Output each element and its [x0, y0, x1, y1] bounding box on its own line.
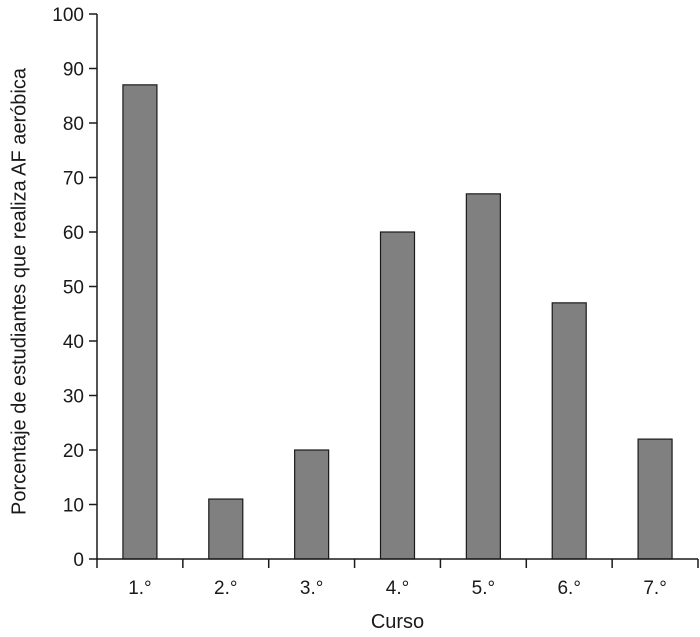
y-tick-label: 10 — [63, 496, 84, 517]
bar — [379, 231, 416, 560]
bar — [465, 193, 501, 560]
y-axis-ticks: 0 10 20 30 40 50 60 70 80 90 100 — [52, 5, 97, 571]
x-tick-label: 7.° — [643, 578, 666, 599]
y-tick-label: 20 — [63, 441, 84, 462]
bars — [122, 84, 673, 560]
y-tick-label: 90 — [63, 60, 84, 81]
y-axis-title: Porcentaje de estudiantes que realiza AF… — [8, 67, 30, 515]
y-tick-label: 70 — [63, 169, 84, 190]
y-tick-label: 60 — [63, 223, 84, 244]
bar — [637, 438, 673, 560]
y-tick-label: 0 — [73, 550, 84, 571]
x-tick-label: 6.° — [557, 578, 580, 599]
x-tick-label: 2.° — [214, 578, 237, 599]
bar — [208, 498, 244, 560]
bar — [551, 302, 587, 560]
y-tick-label: 40 — [63, 332, 84, 353]
x-tick-label: 5.° — [472, 578, 495, 599]
y-tick-label: 80 — [63, 114, 84, 135]
y-tick-label: 100 — [52, 5, 84, 26]
bar — [294, 449, 330, 560]
x-tick-label: 1.° — [128, 578, 151, 599]
x-tick-label: 3.° — [300, 578, 323, 599]
bar — [122, 84, 158, 560]
x-axis-ticks: 1.° 2.° 3.° 4.° 5.° 6.° 7.° — [96, 559, 699, 599]
x-axis-title: Curso — [371, 611, 424, 633]
x-tick-label: 4.° — [386, 578, 409, 599]
y-tick-label: 50 — [63, 278, 84, 299]
y-tick-label: 30 — [63, 387, 84, 408]
